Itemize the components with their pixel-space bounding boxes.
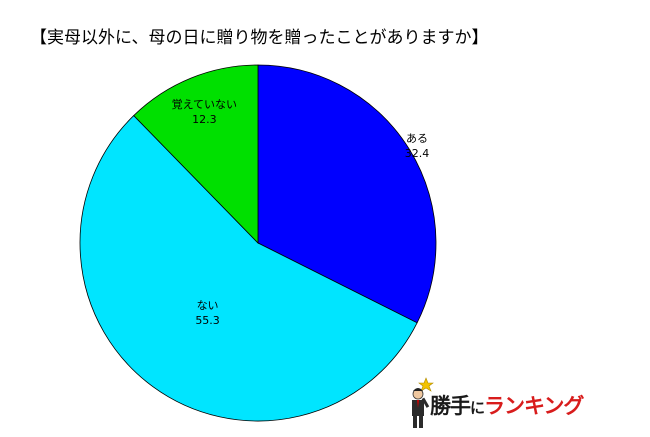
slice-label: 覚えていない [172,98,237,111]
pie-slice [133,64,259,244]
logo-text: 勝手にランキング [430,390,584,420]
logo-text-kana: ランキング [484,394,584,418]
slice-value: 55.3 [195,314,220,327]
logo-text-kanji: 勝手 [430,394,471,418]
logo-text-ni: に [470,399,485,417]
businessman-with-star-icon [412,377,434,428]
pie-slice [257,64,437,324]
slice-label: ある [406,132,428,145]
pie-labels: ある 32.4 ない 55.3 覚えていない 12.3 [172,98,430,327]
slice-label: ない [197,299,219,312]
slice-value: 32.4 [405,147,430,160]
chart-title: 【実母以外に、母の日に贈り物を贈ったことがありますか】 [30,28,489,48]
ranking-logo: 勝手にランキング [404,376,604,432]
pie-slices [79,64,437,422]
pie-slice [79,114,418,422]
slice-value: 12.3 [192,113,217,126]
